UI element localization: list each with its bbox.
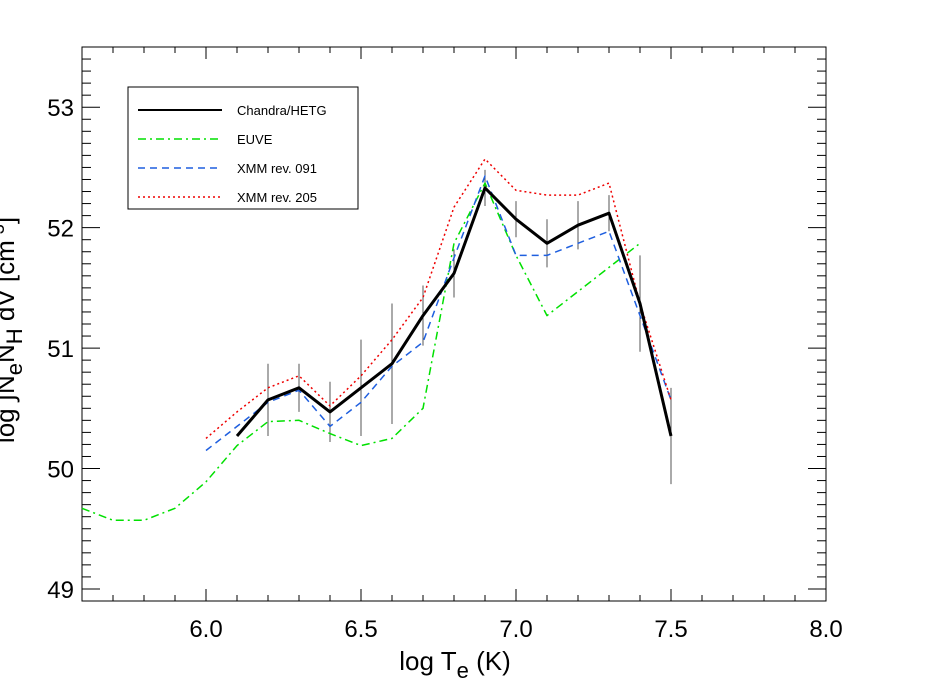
y-tick-label: 50 xyxy=(47,457,74,484)
y-tick-label: 51 xyxy=(47,336,74,363)
series-lines xyxy=(81,158,673,522)
series-line-xmm-rev-205 xyxy=(205,158,672,439)
series-line-chandra-hetg xyxy=(235,186,673,437)
legend-label: EUVE xyxy=(237,132,273,147)
x-tick-label: 7.0 xyxy=(499,616,532,643)
y-tick-label: 53 xyxy=(47,95,74,122)
legend-label: XMM rev. 091 xyxy=(237,161,317,176)
x-tick-label: 8.0 xyxy=(809,616,842,643)
y-axis-title: log ∫NeNH dV [cm-3] xyxy=(0,217,27,443)
legend-box xyxy=(127,86,359,210)
legend-label: Chandra/HETG xyxy=(237,103,327,118)
x-tick-label: 6.5 xyxy=(344,616,377,643)
tick-labels: 6.0 6.5 7.0 7.5 8.0 49 50 51 52 53 xyxy=(47,95,842,643)
x-tick-label: 6.0 xyxy=(189,616,222,643)
y-tick-label: 52 xyxy=(47,216,74,243)
y-tick-label: 49 xyxy=(47,577,74,604)
x-tick-label: 7.5 xyxy=(654,616,687,643)
x-axis-title: log Te (K) xyxy=(399,646,511,683)
series-line-euve xyxy=(81,182,641,522)
legend-label: XMM rev. 205 xyxy=(237,190,317,205)
axis-ticks xyxy=(81,47,827,601)
series-line-xmm-rev-091 xyxy=(205,175,672,452)
legend: Chandra/HETG EUVE XMM rev. 091 XMM rev. 205 xyxy=(127,86,359,210)
